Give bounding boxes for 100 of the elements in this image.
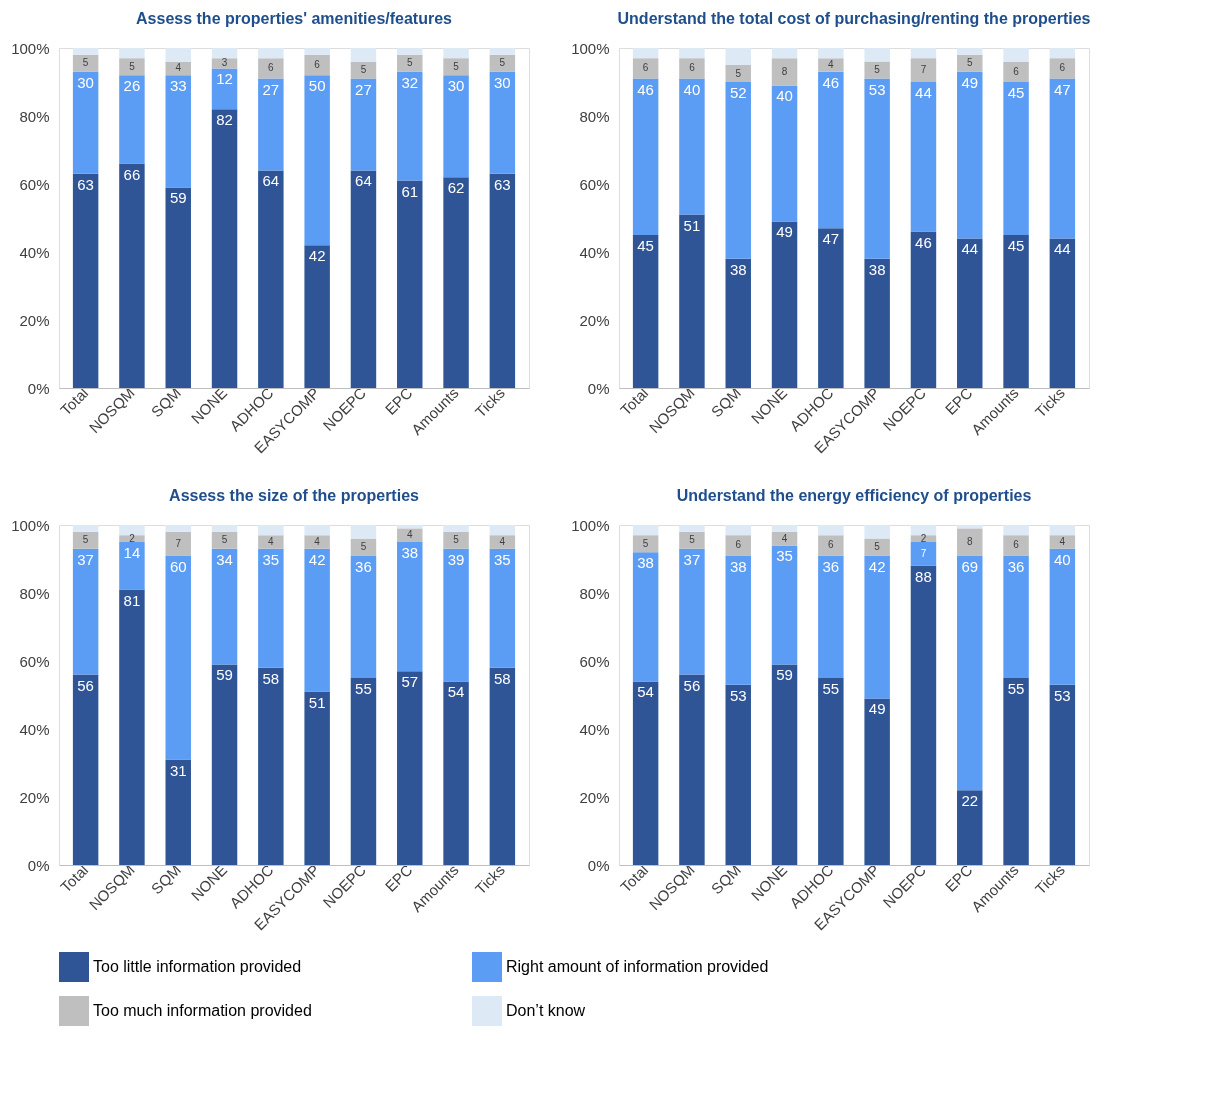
data-label: 58	[494, 669, 511, 687]
bar	[632, 681, 659, 865]
bar	[864, 538, 890, 556]
bar	[632, 58, 659, 79]
data-label: 5	[689, 534, 696, 546]
bar	[72, 525, 99, 532]
bar	[119, 542, 145, 590]
bar	[725, 258, 751, 388]
data-label: 4	[499, 536, 506, 547]
data-label: 64	[262, 172, 280, 190]
bar	[957, 54, 983, 72]
bar	[679, 78, 705, 215]
bar	[443, 525, 469, 532]
bar	[165, 75, 191, 188]
x-tick-label: Total	[616, 861, 652, 896]
bar	[679, 214, 705, 388]
bar	[910, 542, 937, 566]
data-label: 26	[123, 77, 141, 95]
bar	[1049, 548, 1076, 685]
data-label: 27	[262, 80, 280, 98]
data-label: 56	[77, 676, 94, 694]
bar	[165, 48, 191, 62]
bar	[304, 245, 330, 388]
y-tick-label: 0%	[587, 379, 610, 397]
bar	[350, 48, 377, 62]
bar	[1049, 58, 1076, 79]
chart-title: Assess the size of the properties	[169, 487, 420, 504]
data-label: 6	[828, 539, 835, 551]
bar	[679, 531, 705, 549]
data-label: 5	[453, 534, 460, 546]
bar	[725, 525, 751, 536]
bar	[818, 71, 844, 229]
data-label: 5	[82, 57, 89, 69]
bar	[350, 678, 377, 865]
data-label: 66	[123, 165, 141, 183]
bar	[258, 58, 284, 79]
data-label: 4	[268, 536, 275, 547]
data-label: 88	[915, 567, 932, 585]
data-label: 30	[77, 73, 94, 91]
data-label: 38	[401, 544, 419, 561]
y-tick-label: 80%	[19, 107, 50, 125]
bar	[1003, 535, 1029, 556]
data-label: 4	[1059, 536, 1066, 547]
data-label: 5	[360, 64, 367, 76]
bar	[72, 54, 99, 72]
data-label: 6	[1013, 65, 1020, 77]
data-label: 51	[683, 216, 701, 234]
data-label: 59	[776, 666, 793, 684]
data-label: 58	[262, 669, 280, 687]
bar	[1049, 684, 1076, 865]
bar	[1049, 48, 1076, 59]
bar	[864, 258, 890, 388]
bar	[1049, 525, 1076, 536]
data-label: 6	[1013, 539, 1020, 551]
bar	[910, 82, 937, 232]
data-label: 51	[308, 693, 326, 711]
bar	[258, 667, 284, 865]
y-tick-label: 40%	[579, 243, 610, 261]
data-label: 61	[401, 182, 419, 200]
data-label: 42	[308, 247, 326, 265]
bar	[72, 173, 99, 388]
bar	[304, 525, 330, 536]
bar	[1049, 78, 1076, 239]
bar	[864, 555, 890, 699]
data-label: 81	[123, 591, 141, 609]
data-label: 42	[868, 557, 886, 575]
bar	[818, 228, 844, 388]
data-label: 53	[729, 686, 747, 704]
bar	[725, 65, 751, 82]
bar	[679, 58, 705, 79]
y-tick-label: 100%	[11, 516, 50, 534]
data-label: 5	[735, 67, 742, 79]
data-label: 44	[915, 84, 932, 101]
bar	[119, 589, 145, 865]
bar	[119, 58, 145, 76]
bar	[165, 525, 191, 532]
y-tick-label: 40%	[19, 243, 50, 261]
bar	[864, 61, 890, 79]
data-label: 52	[729, 84, 747, 101]
y-tick-label: 20%	[579, 311, 610, 329]
bar	[679, 525, 705, 532]
bar	[443, 681, 469, 865]
data-label: 49	[776, 223, 793, 241]
data-label: 53	[868, 80, 886, 98]
y-tick-label: 80%	[19, 584, 50, 602]
bar	[1003, 678, 1029, 865]
data-label: 5	[406, 57, 413, 69]
y-tick-label: 60%	[19, 175, 50, 193]
bar	[771, 58, 798, 86]
bar	[489, 525, 516, 536]
bar	[350, 525, 377, 539]
y-tick-label: 100%	[571, 39, 610, 57]
bar	[119, 48, 145, 59]
bar	[957, 48, 983, 55]
bar	[679, 48, 705, 59]
bar	[443, 48, 469, 59]
legend-label: Too much information provided	[93, 1002, 312, 1019]
x-tick-label: Total	[56, 861, 92, 896]
data-label: 42	[308, 550, 326, 568]
bar	[258, 535, 284, 549]
